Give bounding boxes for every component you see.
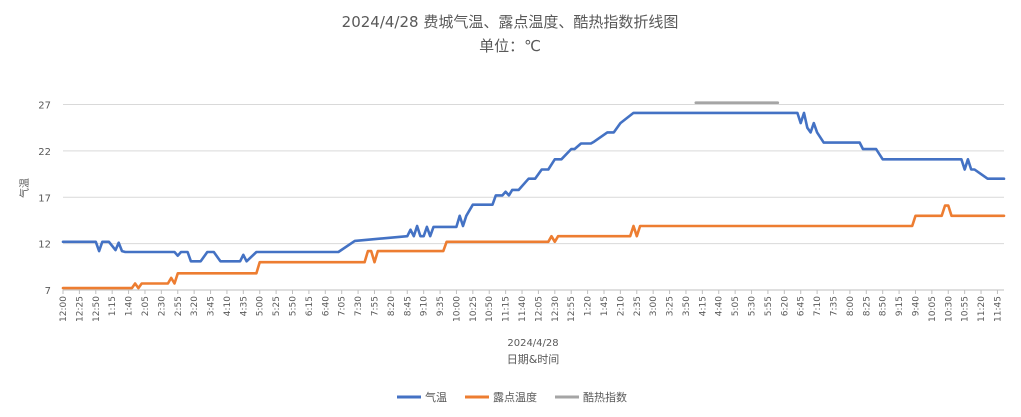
x-tick-label: 2:05 <box>141 296 151 316</box>
x-tick-label: 1:45 <box>600 296 610 316</box>
x-tick-label: 4:10 <box>223 296 233 316</box>
x-axis-date-label: 2024/4/28 <box>507 338 558 349</box>
x-tick-label: 2:10 <box>616 296 626 316</box>
legend: 气温 露点温度 酷热指数 <box>397 390 627 404</box>
x-tick-label: 11:15 <box>502 296 512 322</box>
x-tick-label: 9:10 <box>420 296 430 316</box>
x-tick-label: 9:15 <box>895 296 905 316</box>
x-tick-label: 8:00 <box>846 296 856 316</box>
x-tick-label: 12:25 <box>75 296 85 322</box>
x-tick-label: 3:45 <box>207 296 217 316</box>
y-tick-label: 12 <box>38 240 51 251</box>
chart-subtitle: 单位：℃ <box>479 37 541 55</box>
x-tick-label: 8:50 <box>879 296 889 316</box>
x-axis: 12:00 12:25 12:50 1:15 1:40 2:05 2:30 2:55 3:20 3… <box>59 289 1004 322</box>
x-axis-label: 日期&时间 <box>507 353 560 366</box>
x-tick-label: 11:20 <box>977 296 987 322</box>
y-axis-label: 气温 <box>18 178 31 198</box>
x-tick-label: 12:30 <box>551 296 561 322</box>
x-tick-label: 12:55 <box>567 296 577 322</box>
x-tick-label: 11:45 <box>993 296 1003 322</box>
grid-lines <box>63 104 1004 291</box>
x-tick-label: 9:35 <box>436 296 446 316</box>
legend-label: 气温 <box>425 390 447 404</box>
x-tick-label: 12:50 <box>92 296 102 322</box>
x-tick-label: 8:45 <box>403 296 413 316</box>
x-tick-label: 10:30 <box>944 296 954 322</box>
y-tick-label: 22 <box>38 147 51 158</box>
x-tick-label: 8:20 <box>387 296 397 316</box>
x-tick-label: 2:35 <box>633 296 643 316</box>
legend-label: 酷热指数 <box>583 390 627 404</box>
x-tick-label: 12:05 <box>534 296 544 322</box>
x-tick-label: 3:50 <box>682 296 692 316</box>
x-tick-label: 7:05 <box>338 296 348 316</box>
y-tick-label: 27 <box>38 101 51 112</box>
x-tick-label: 1:20 <box>584 296 594 316</box>
x-tick-label: 7:30 <box>354 296 364 316</box>
series-line-气温 <box>61 111 1006 263</box>
y-tick-label: 7 <box>45 286 51 297</box>
x-tick-label: 4:35 <box>239 296 249 316</box>
y-tick-label: 17 <box>38 193 51 204</box>
x-tick-label: 10:55 <box>961 296 971 322</box>
x-tick-label: 6:15 <box>305 296 315 316</box>
x-tick-label: 6:45 <box>797 296 807 316</box>
x-tick-label: 10:05 <box>928 296 938 322</box>
x-tick-label: 5:55 <box>764 296 774 316</box>
x-tick-label: 5:30 <box>748 296 758 316</box>
series-lines <box>61 101 1006 290</box>
x-tick-label: 5:50 <box>289 296 299 316</box>
x-tick-label: 6:40 <box>321 296 331 316</box>
chart-title: 2024/4/28 费城气温、露点温度、酷热指数折线图 <box>342 13 679 31</box>
x-tick-label: 2:30 <box>157 296 167 316</box>
x-tick-label: 11:40 <box>518 296 528 322</box>
x-tick-label: 3:00 <box>649 296 659 316</box>
y-axis: 7 12 17 22 27 <box>38 101 51 297</box>
x-tick-label: 3:20 <box>190 296 200 316</box>
x-tick-label: 4:15 <box>698 296 708 316</box>
series-line-露点温度 <box>61 204 1006 290</box>
x-tick-label: 5:05 <box>731 296 741 316</box>
x-tick-label: 7:55 <box>370 296 380 316</box>
x-tick-label: 2:55 <box>174 296 184 316</box>
x-tick-label: 12:00 <box>59 296 69 322</box>
x-tick-label: 7:35 <box>830 296 840 316</box>
x-tick-label: 10:50 <box>485 296 495 322</box>
x-tick-label: 10:25 <box>469 296 479 322</box>
legend-label: 露点温度 <box>493 390 537 404</box>
x-tick-label: 1:15 <box>108 296 118 316</box>
x-tick-label: 5:25 <box>272 296 282 316</box>
x-tick-label: 7:10 <box>813 296 823 316</box>
x-tick-label: 10:00 <box>452 296 462 322</box>
x-tick-label: 3:25 <box>666 296 676 316</box>
x-tick-label: 8:25 <box>862 296 872 316</box>
x-tick-label: 1:40 <box>125 296 135 316</box>
x-tick-label: 6:20 <box>780 296 790 316</box>
x-tick-label: 4:40 <box>715 296 725 316</box>
x-tick-label: 9:40 <box>911 296 921 316</box>
x-tick-label: 5:00 <box>256 296 266 316</box>
